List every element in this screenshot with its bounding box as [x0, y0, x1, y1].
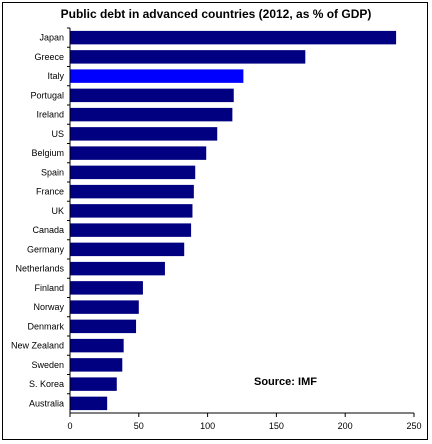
category-label: Greece: [34, 52, 64, 62]
x-tick-label: 100: [200, 421, 215, 431]
bar-ireland: [70, 107, 233, 122]
bar-denmark: [70, 319, 137, 334]
bars-group: [70, 30, 397, 411]
bar-netherlands: [70, 261, 165, 276]
bar-italy: [70, 69, 244, 83]
category-label: Sweden: [31, 360, 64, 370]
category-label: Denmark: [27, 321, 64, 331]
x-tick-label: 50: [134, 421, 144, 431]
bar-germany: [70, 242, 185, 257]
bar-portugal: [70, 88, 234, 103]
bar-spain: [70, 165, 196, 180]
category-label: UK: [51, 206, 64, 216]
category-label: New Zealand: [11, 341, 64, 351]
bar-norway: [70, 300, 139, 314]
category-label: Netherlands: [15, 264, 64, 274]
x-tick-label: 150: [269, 421, 284, 431]
category-label: Ireland: [36, 110, 64, 120]
category-label: Japan: [39, 33, 64, 43]
category-label: Norway: [33, 302, 64, 312]
category-label: Finland: [34, 283, 64, 293]
bar-us: [70, 127, 218, 141]
category-label: Canada: [32, 225, 64, 235]
category-label: S. Korea: [29, 379, 64, 389]
bar-australia: [70, 396, 108, 411]
bar-uk: [70, 204, 193, 218]
bar-s-korea: [70, 377, 117, 391]
category-label: France: [36, 187, 64, 197]
bar-new-zealand: [70, 338, 124, 353]
x-tick-label: 200: [338, 421, 353, 431]
category-label: Spain: [41, 167, 64, 177]
x-tick-label: 0: [67, 421, 72, 431]
x-axis: 0 50 100 150 200 250: [67, 27, 422, 431]
x-tick-label: 250: [406, 421, 421, 431]
bar-canada: [70, 223, 192, 237]
bar-belgium: [70, 146, 207, 160]
bar-greece: [70, 50, 306, 64]
category-label: Italy: [47, 71, 64, 81]
bar-japan: [70, 30, 397, 45]
bar-finland: [70, 281, 143, 295]
category-label: Portugal: [30, 90, 64, 100]
bar-france: [70, 184, 194, 199]
source-annotation: Source: IMF: [254, 376, 317, 388]
bar-sweden: [70, 358, 123, 372]
chart-title: Public debt in advanced countries (2012,…: [60, 7, 372, 21]
category-label: US: [51, 129, 64, 139]
category-label: Germany: [27, 244, 65, 254]
category-labels: Japan Greece Italy Portugal Ireland US Belgium…: [11, 33, 65, 409]
category-label: Belgium: [31, 148, 64, 158]
category-label: Australia: [29, 398, 64, 408]
